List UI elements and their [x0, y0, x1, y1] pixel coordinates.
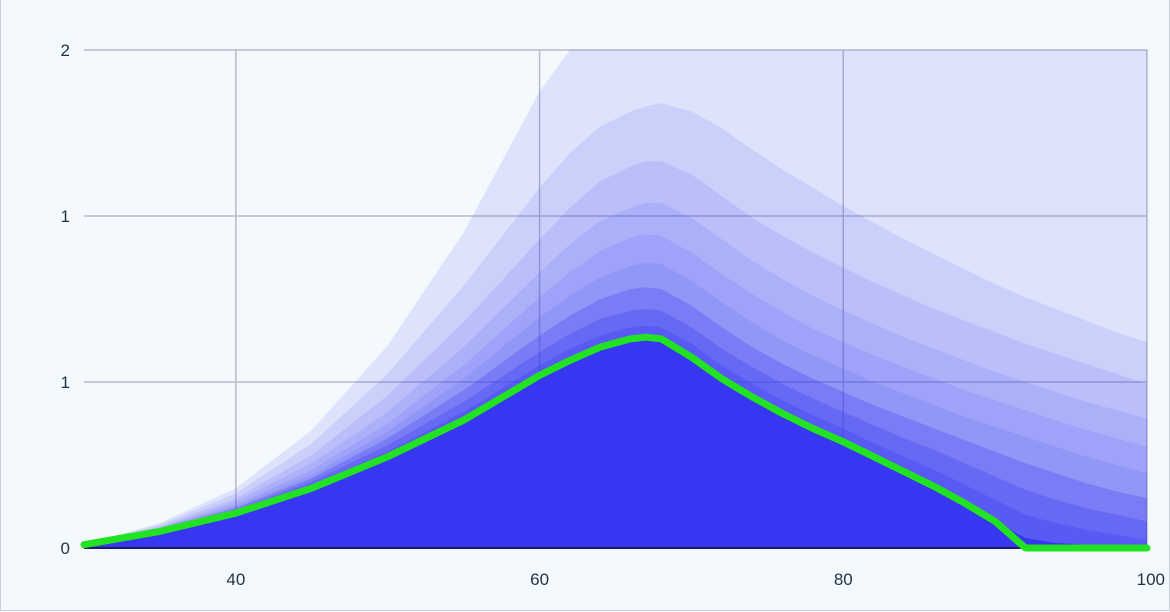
median-line [80, 333, 1151, 552]
fan-band-core-1 [84, 325, 1147, 548]
fan-bands [84, 50, 1147, 549]
fan-band-9 [84, 50, 1147, 548]
tick-labels: 0 1 1 2 40 60 80 100 [61, 41, 1165, 589]
y-tick-label-3: 2 [61, 41, 70, 60]
fan-band-core-2 [84, 309, 1147, 548]
y-tick-label-2: 1 [61, 207, 70, 226]
x-tick-label-2: 80 [834, 570, 853, 589]
y-tick-label-1: 1 [61, 373, 70, 392]
fan-band-0 [84, 337, 1147, 548]
x-tick-label-0: 40 [226, 570, 245, 589]
series-lines [80, 333, 1151, 552]
fan-band-core-3 [84, 287, 1147, 548]
fan-band-8 [84, 103, 1147, 548]
x-tick-label-3: 100 [1137, 570, 1165, 589]
x-tick-label-1: 60 [530, 570, 549, 589]
y-tick-label-0: 0 [61, 539, 70, 558]
